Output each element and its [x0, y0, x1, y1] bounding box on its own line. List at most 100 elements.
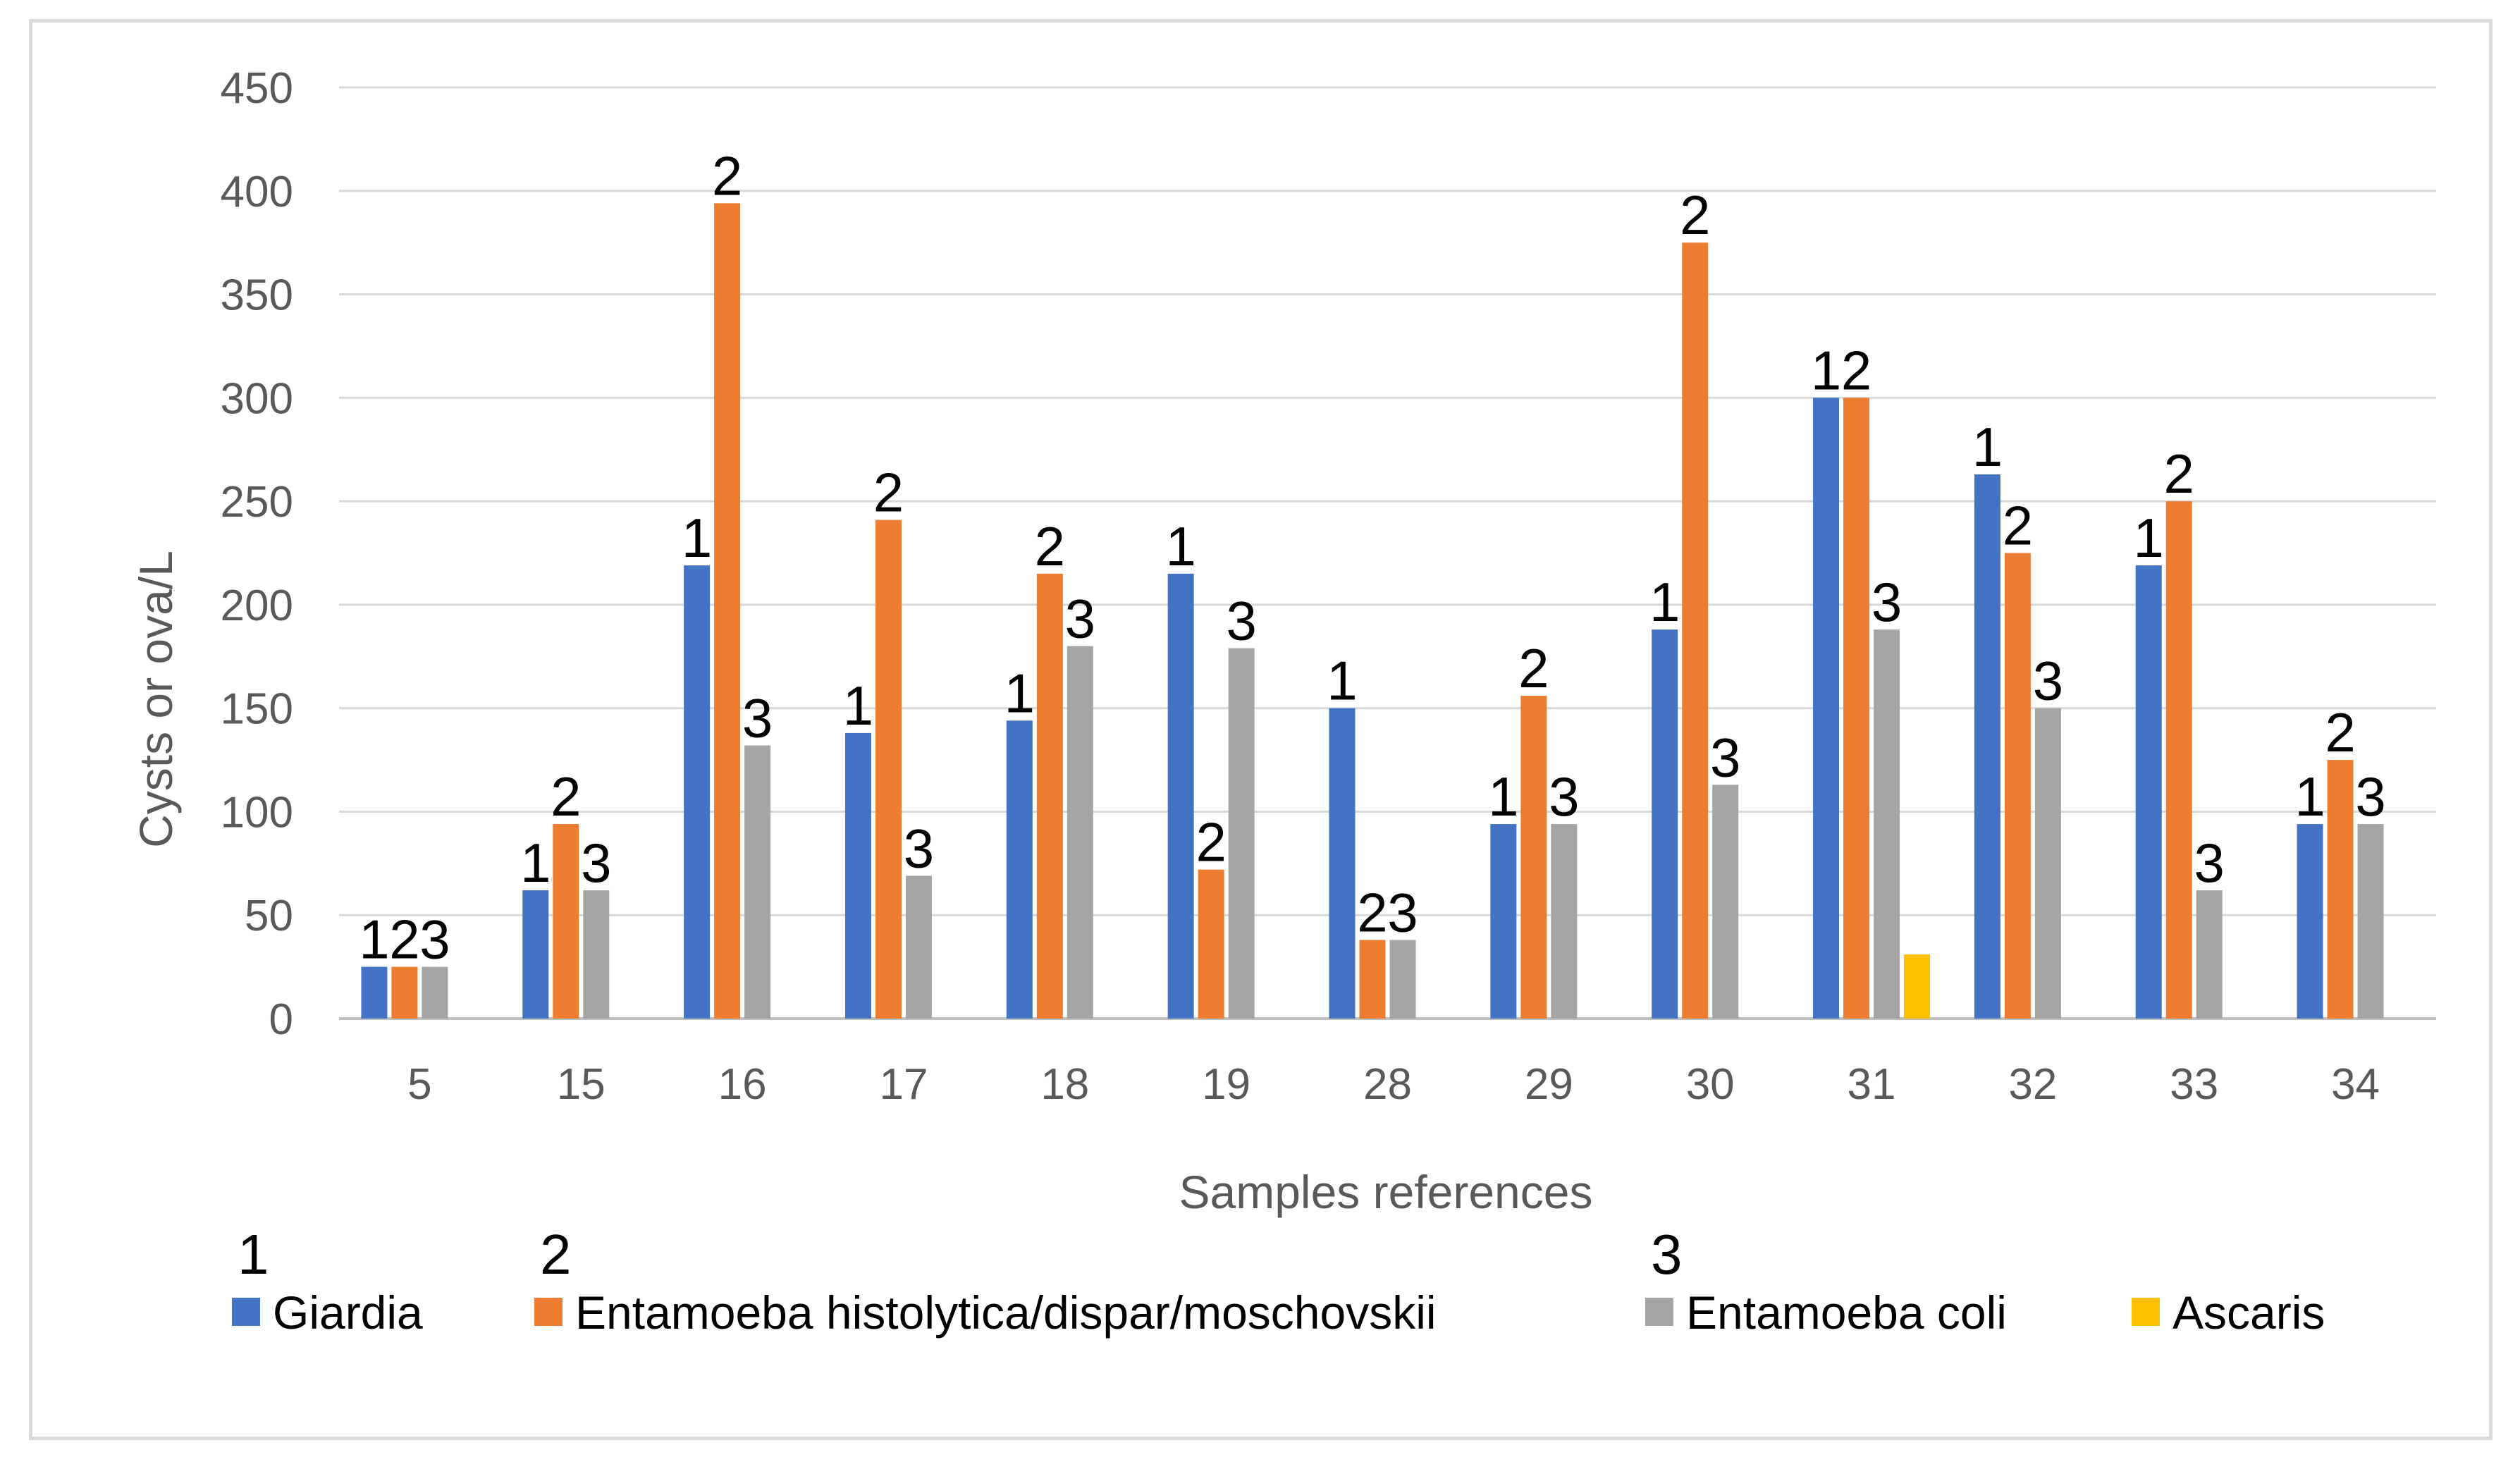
bar-entamoeba-histolytica-dispar-moschovskii [1359, 940, 1386, 1019]
bar-data-label: 2 [1518, 637, 1549, 699]
gridlines [339, 86, 2436, 1020]
x-axis-ticks: 5 15 16 17 18 19 28 29 30 31 32 33 34 [407, 1060, 2380, 1109]
x-tick-label: 17 [879, 1060, 928, 1109]
x-tick-label: 34 [2331, 1060, 2380, 1109]
bar-data-label: 1 [1327, 650, 1357, 712]
bar-data-label: 1 [843, 675, 873, 737]
bar-data-label: 1 [1165, 515, 1196, 577]
bar-giardia [844, 732, 871, 1019]
bar-data-label: 2 [2325, 701, 2355, 763]
bar-entamoeba-coli [1228, 648, 1255, 1019]
legend-swatch [2132, 1298, 2160, 1326]
y-axis-title: Cysts or ova/L [130, 551, 182, 848]
bar-data-label: 1 [2134, 507, 2164, 569]
bar-giardia [2135, 565, 2162, 1019]
bar-entamoeba-histolytica-dispar-moschovskii [1843, 398, 1870, 1019]
bar-entamoeba-histolytica-dispar-moschovskii [2327, 760, 2354, 1019]
y-tick-label: 300 [221, 374, 293, 423]
bar-giardia [1813, 398, 1840, 1019]
bar-entamoeba-histolytica-dispar-moschovskii [2004, 553, 2031, 1019]
bar-data-label: 1 [1972, 416, 2003, 478]
bar-data-label: 1 [682, 507, 712, 569]
bar-data-label: 3 [2033, 650, 2063, 712]
x-tick-label: 30 [1686, 1060, 1735, 1109]
bar-data-label: 3 [2355, 766, 2385, 828]
bar-data-label: 3 [581, 832, 611, 894]
bar-data-label: 1 [1488, 766, 1518, 828]
bar-entamoeba-coli [1874, 629, 1900, 1019]
y-tick-label: 50 [245, 892, 293, 940]
bar-data-label: 1 [1004, 662, 1035, 724]
legend-swatch [534, 1298, 563, 1326]
legend-label: Entamoeba histolytica/dispar/moschovskii [575, 1286, 1437, 1339]
bar-giardia [522, 890, 549, 1019]
bar-data-label: 3 [2194, 832, 2225, 894]
x-tick-label: 33 [2170, 1060, 2218, 1109]
bar-entamoeba-coli [1712, 785, 1739, 1019]
bar-data-label: 2 [551, 766, 581, 828]
bar-entamoeba-coli [905, 875, 932, 1019]
y-tick-label: 0 [269, 995, 293, 1044]
bar-entamoeba-coli [1551, 824, 1578, 1019]
bar-data-label: 3 [1871, 571, 1902, 633]
bar-giardia [1167, 573, 1194, 1019]
bars [361, 203, 2384, 1019]
bar-giardia [1006, 720, 1033, 1019]
legend-label: Entamoeba coli [1686, 1286, 2007, 1339]
bar-data-label: 3 [1387, 881, 1418, 943]
bar-data-label: 2 [1035, 515, 1065, 577]
bar-data-label: 2 [389, 909, 419, 971]
x-axis-title: Samples references [1179, 1166, 1593, 1218]
x-tick-label: 18 [1040, 1060, 1089, 1109]
bar-data-label: 2 [1196, 811, 1226, 873]
bar-data-label: 2 [2164, 443, 2194, 505]
bar-ascaris [1904, 954, 1931, 1019]
legend-marker-label: 3 [1651, 1223, 1683, 1286]
bar-data-label: 3 [419, 909, 450, 971]
y-tick-label: 150 [221, 685, 293, 734]
bar-giardia [1974, 474, 2000, 1019]
bar-giardia [1652, 629, 1678, 1019]
bar-entamoeba-coli [583, 890, 610, 1019]
bar-data-label: 3 [1226, 590, 1256, 652]
bar-data-label: 1 [1649, 571, 1680, 633]
x-tick-label: 29 [1525, 1060, 1573, 1109]
bar-entamoeba-histolytica-dispar-moschovskii [391, 966, 418, 1019]
x-tick-label: 15 [557, 1060, 606, 1109]
bar-data-label: 2 [2003, 495, 2033, 557]
bar-data-label: 3 [1065, 588, 1095, 650]
bar-entamoeba-coli [1067, 646, 1093, 1019]
x-tick-label: 19 [1202, 1060, 1250, 1109]
bar-entamoeba-coli [422, 966, 448, 1019]
legend-swatch [1645, 1298, 1673, 1326]
bar-entamoeba-coli [744, 745, 771, 1019]
y-tick-label: 200 [221, 582, 293, 630]
y-tick-label: 350 [221, 271, 293, 320]
bar-giardia [684, 565, 711, 1019]
bar-entamoeba-histolytica-dispar-moschovskii [1036, 573, 1063, 1019]
bar-data-label: 3 [904, 817, 934, 879]
y-tick-label: 400 [221, 168, 293, 216]
bar-data-label: 3 [1549, 766, 1579, 828]
bar-entamoeba-histolytica-dispar-moschovskii [1198, 869, 1224, 1019]
bar-data-label: 1 [520, 832, 551, 894]
bar-entamoeba-histolytica-dispar-moschovskii [2165, 501, 2192, 1019]
y-axis-ticks: 0 50 100 150 200 250 300 350 400 450 [221, 64, 293, 1044]
y-tick-label: 250 [221, 478, 293, 527]
x-tick-label: 32 [2008, 1060, 2057, 1109]
x-tick-label: 16 [718, 1060, 767, 1109]
bar-data-label: 2 [1357, 881, 1387, 943]
bar-data-label: 1 [2294, 766, 2325, 828]
bar-entamoeba-coli [2196, 890, 2223, 1019]
bar-entamoeba-histolytica-dispar-moschovskii [714, 203, 741, 1019]
y-tick-label: 100 [221, 788, 293, 837]
legend-marker-label: 1 [238, 1223, 269, 1286]
bar-data-label: 2 [712, 145, 742, 207]
legend-label: Giardia [273, 1286, 423, 1339]
bar-giardia [361, 966, 388, 1019]
legend-marker-label: 2 [540, 1223, 572, 1286]
legend-swatch [232, 1298, 260, 1326]
